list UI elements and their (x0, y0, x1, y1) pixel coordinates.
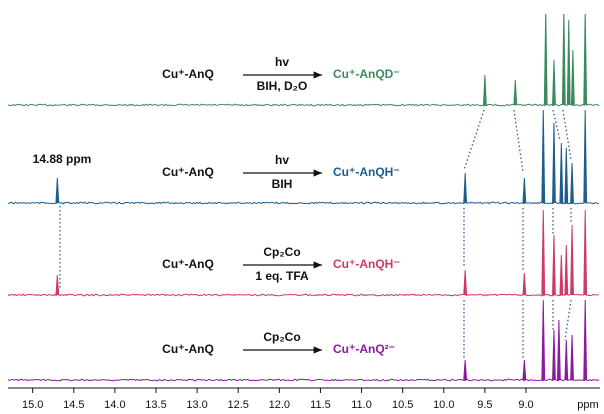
spectrum (7, 209, 600, 297)
reactant: Cu⁺-AnQ (162, 67, 214, 81)
peak (570, 224, 574, 296)
spectrum (7, 299, 600, 382)
x-tick-label: 12.0 (269, 399, 290, 411)
product: Cu⁺-AnQH⁻ (333, 165, 400, 179)
x-tick-label: 10.0 (433, 399, 454, 411)
link (564, 299, 572, 341)
peak (552, 59, 556, 106)
spectrum (7, 14, 600, 107)
reactant: Cu⁺-AnQ (162, 257, 214, 271)
reactant: Cu⁺-AnQ (162, 342, 214, 356)
link (513, 109, 524, 173)
condition-above: hv (275, 153, 289, 167)
product: Cu⁺-AnQD⁻ (333, 67, 400, 81)
x-tick-label: 13.5 (145, 399, 166, 411)
peak (583, 209, 588, 296)
peak (570, 334, 574, 381)
peak (522, 272, 527, 296)
condition-below: BIH, D₂O (257, 79, 308, 93)
x-tick-label: 9.5 (477, 399, 492, 411)
peak (55, 177, 60, 204)
x-tick-label: 11.5 (310, 399, 331, 411)
x-tick-label: 15.0 (22, 399, 43, 411)
peak (564, 339, 569, 381)
peak (552, 234, 556, 296)
spectrum (7, 109, 600, 205)
peak (541, 209, 546, 296)
peak-links (59, 109, 572, 360)
peak (570, 162, 574, 204)
reactant: Cu⁺-AnQ (162, 165, 214, 179)
peak (583, 109, 588, 204)
x-tick-label: 12.5 (228, 399, 249, 411)
baseline (7, 103, 600, 107)
peak (566, 19, 571, 106)
x-tick-label: 10.5 (392, 399, 413, 411)
x-tick-label: 13.0 (186, 399, 207, 411)
x-tick-label: 9.0 (518, 399, 533, 411)
peak (552, 329, 556, 381)
peak (583, 14, 588, 106)
peak (463, 269, 468, 296)
x-tick-label: 11.0 (351, 399, 372, 411)
baseline (7, 201, 600, 205)
x-tick-label: 14.5 (63, 399, 84, 411)
peak (570, 49, 575, 106)
peak (564, 244, 569, 296)
peak (55, 274, 60, 296)
condition-above: hv (275, 55, 289, 69)
peak (556, 319, 561, 381)
baseline (7, 378, 600, 382)
link (552, 109, 561, 141)
condition-above: Cp₂Co (263, 330, 300, 344)
peak (559, 254, 564, 296)
peak (541, 109, 546, 204)
product: Cu⁺-AnQH⁻ (333, 257, 400, 271)
peak (522, 177, 527, 204)
x-axis-label: ppm (577, 399, 598, 411)
condition-below: 1 eq. TFA (255, 269, 309, 283)
peak (564, 147, 569, 204)
peak (561, 14, 566, 106)
peak (463, 359, 468, 381)
peak (482, 74, 487, 106)
peak (541, 299, 546, 381)
link (463, 109, 485, 171)
condition-below: BIH (272, 177, 293, 191)
product: Cu⁺-AnQ²⁻ (333, 342, 395, 356)
peak (522, 359, 527, 381)
peak (552, 122, 556, 204)
baseline (7, 293, 600, 297)
peak (543, 14, 548, 106)
link (562, 109, 572, 161)
annotation: 14.88 ppm (33, 152, 92, 166)
peak (463, 172, 468, 204)
condition-above: Cp₂Co (263, 245, 300, 259)
peak (513, 79, 518, 106)
x-tick-label: 14.0 (104, 399, 125, 411)
peak (583, 299, 588, 381)
peak (559, 142, 564, 204)
